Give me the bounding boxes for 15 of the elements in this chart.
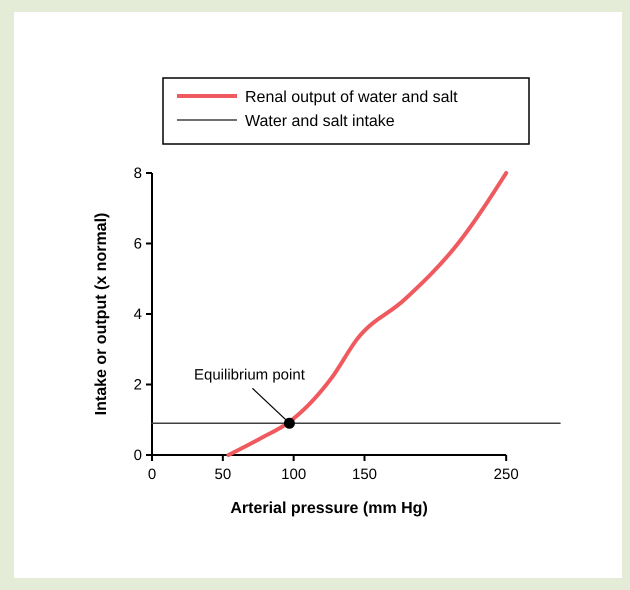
x-tick-label: 0 <box>148 466 156 483</box>
x-tick-label: 250 <box>494 466 519 483</box>
y-tick-label: 6 <box>134 236 142 252</box>
x-axis-title: Arterial pressure (mm Hg) <box>230 500 428 517</box>
x-tick-label: 50 <box>214 466 232 483</box>
y-tick-label: 8 <box>134 165 142 182</box>
legend-label: Renal output of water and salt <box>245 89 458 106</box>
y-tick-label: 0 <box>134 447 142 464</box>
legend-label: Water and salt intake <box>245 113 395 130</box>
y-tick-label: 4 <box>134 306 142 323</box>
y-axis-title: Intake or output (x normal) <box>93 212 110 416</box>
x-tick-label: 150 <box>352 466 378 483</box>
y-tick-label: 2 <box>134 376 142 394</box>
annotation: Equilibrium point <box>194 366 306 384</box>
x-tick-label: 100 <box>281 466 306 483</box>
